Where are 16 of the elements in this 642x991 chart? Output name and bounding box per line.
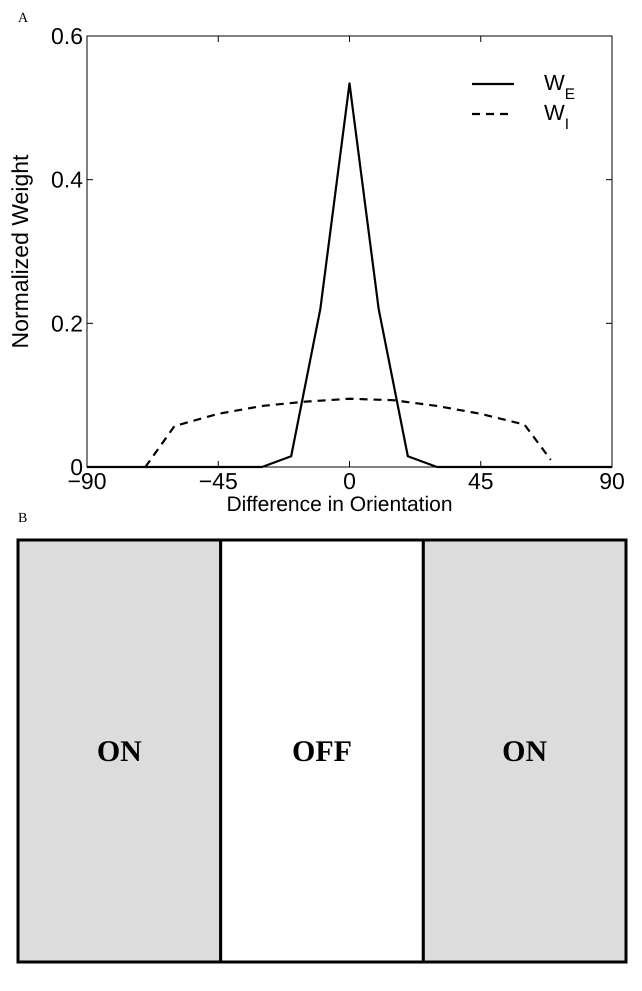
x-axis-title: Difference in Orientation — [226, 493, 453, 516]
text: ON — [96, 735, 142, 768]
legend-label: W$_{E}$ — [544, 70, 576, 102]
x-tick-label: 0 — [343, 468, 356, 494]
y-axis-title: Normalized Weight — [7, 154, 33, 348]
text: B — [18, 511, 28, 526]
y-tick-label: 0.2 — [51, 310, 83, 336]
text: OFF — [292, 735, 352, 768]
text: A — [18, 11, 29, 26]
y-tick-label: 0.6 — [51, 23, 83, 49]
legend-label: W$_{I}$ — [544, 100, 570, 132]
x-tick-label: 45 — [468, 468, 494, 494]
x-tick-label: −45 — [198, 468, 238, 494]
x-tick-label: 90 — [599, 468, 625, 494]
y-tick-label: 0.4 — [51, 166, 84, 193]
text: ON — [502, 735, 548, 768]
